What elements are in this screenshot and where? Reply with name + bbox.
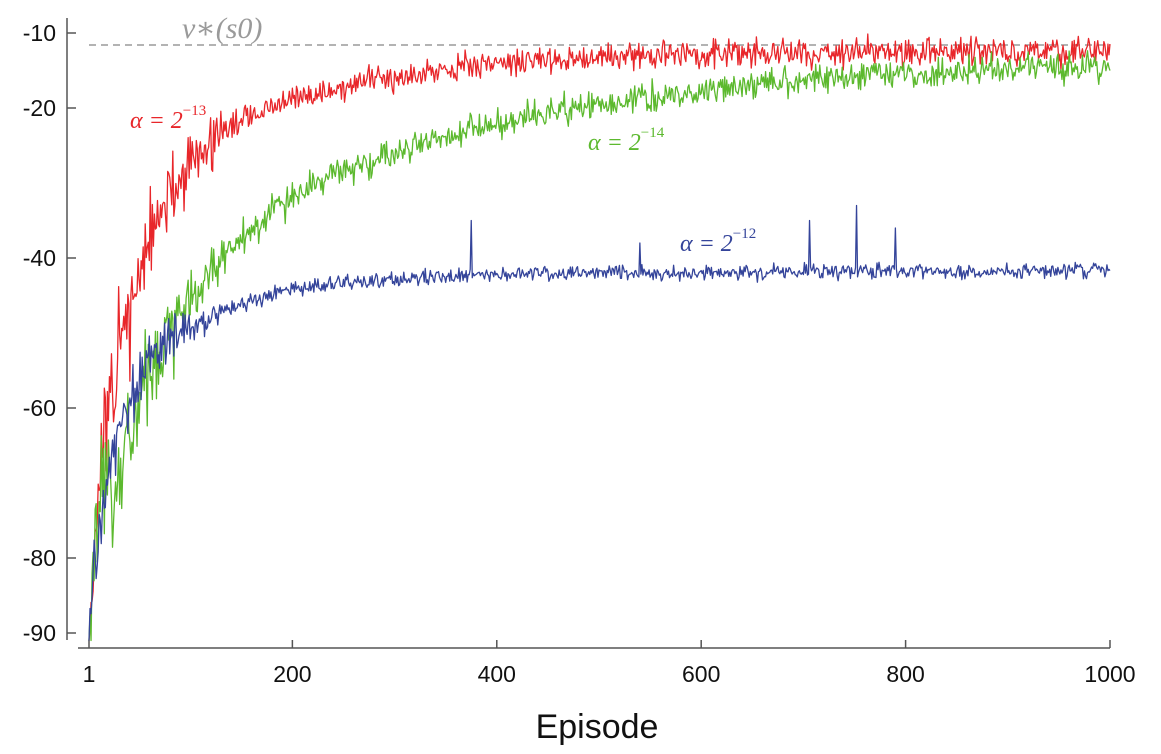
series-label-minus13: α = 2−13 (130, 103, 206, 134)
x-tick-label: 200 (273, 661, 311, 687)
reference-line-label: v∗(s0) (182, 12, 262, 45)
x-tick-label: 1 (83, 661, 96, 687)
reference-line-group: v∗(s0) (89, 12, 1110, 46)
series-labels: α = 2−13α = 2−14α = 2−12 (130, 103, 756, 257)
series-label-exponent: −12 (733, 226, 756, 242)
axes: 1 200 400 600 800 1000 -10 -20 -40 -60 -80 -90 (23, 18, 1136, 687)
x-tick-label: 1000 (1084, 661, 1135, 687)
y-tick-label: -80 (23, 545, 56, 571)
x-tick-label: 600 (682, 661, 720, 687)
series-line-minus12 (88, 204, 1111, 641)
y-tick-label: -40 (23, 245, 56, 271)
series-label-base: α = 2 (588, 130, 641, 156)
x-axis-title: Episode (536, 708, 659, 746)
y-tick-label: -90 (23, 620, 56, 646)
series-line-minus13 (88, 33, 1111, 641)
series-line-minus14 (88, 50, 1111, 642)
series-label-exponent: −14 (641, 125, 665, 141)
y-tick-label: -20 (23, 95, 56, 121)
x-tick-label: 400 (478, 661, 516, 687)
y-tick-label: -60 (23, 395, 56, 421)
series-label-minus12: α = 2−12 (680, 226, 756, 257)
series-label-base: α = 2 (130, 108, 183, 134)
series-label-exponent: −13 (183, 103, 206, 119)
x-tick-label: 800 (886, 661, 924, 687)
series-label-minus14: α = 2−14 (588, 125, 665, 156)
series-group (88, 33, 1111, 642)
y-tick-label: -10 (23, 20, 56, 46)
series-label-base: α = 2 (680, 231, 733, 257)
